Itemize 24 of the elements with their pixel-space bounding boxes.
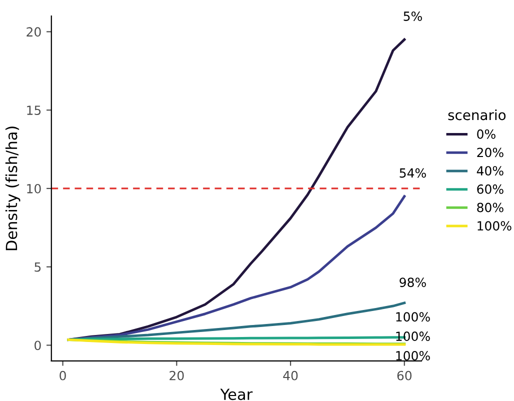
annotation: 100% [396, 332, 430, 342]
y-tick-label: 10 [27, 184, 41, 194]
y-tick-label: 5 [34, 262, 41, 272]
legend-label: 0% [477, 129, 496, 139]
x-tick-label: 0 [60, 370, 66, 380]
annotation: 100% [396, 312, 430, 322]
x-tick-label: 40 [283, 370, 298, 380]
legend-label: 40% [476, 166, 504, 176]
legend-label: 80% [477, 202, 504, 212]
x-tick-label: 60 [397, 370, 412, 380]
legend-label: 100% [478, 221, 512, 231]
annotation: 5% [404, 12, 422, 21]
annotation: 100% [396, 351, 430, 360]
legend-title: scenario [448, 109, 506, 120]
x-axis-title: Year [220, 388, 253, 400]
y-tick-label: 0 [34, 340, 41, 350]
annotation: 54% [400, 168, 426, 178]
legend-label: 20% [477, 148, 504, 158]
y-axis-title: Density (fish/ha) [5, 126, 20, 250]
y-tick-label: 15 [27, 106, 41, 116]
x-tick-label: 20 [170, 370, 184, 380]
legend-label: 60% [477, 184, 504, 194]
y-tick-label: 20 [26, 27, 41, 37]
annotation: 98% [400, 278, 426, 288]
